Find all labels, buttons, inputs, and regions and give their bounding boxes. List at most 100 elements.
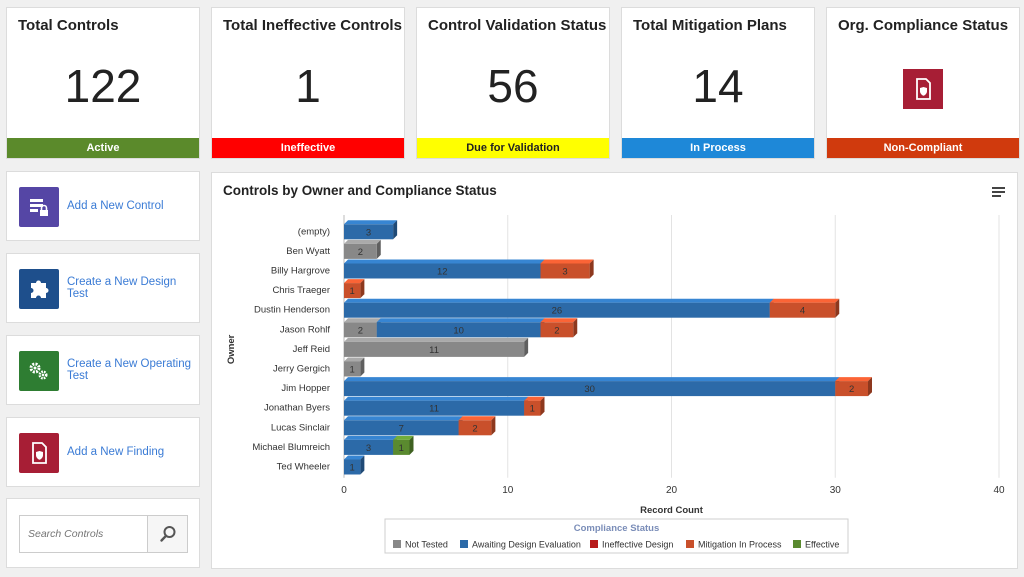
bar-front-face — [344, 420, 459, 436]
legend-item-ineffective-design: Ineffective Design — [590, 540, 673, 550]
action-label: Add a New Control — [67, 200, 164, 212]
bar-top-face — [344, 220, 398, 225]
kpi-title: Total Ineffective Controls — [223, 17, 402, 34]
bar-top-face — [344, 396, 529, 401]
bar-front-face — [344, 224, 394, 240]
data-label: 3 — [366, 443, 371, 454]
kpi-card-in-process[interactable]: Total Mitigation Plans 14 In Process — [621, 7, 815, 159]
y-tick-label: Ben Wyatt — [286, 246, 330, 257]
create-a-new-design-test-button[interactable]: Create a New Design Test — [6, 253, 200, 323]
shield-document-icon — [916, 78, 931, 100]
legend-item-not-tested: Not Tested — [393, 540, 448, 550]
bar-front-face — [344, 302, 770, 318]
bar-top-face — [835, 377, 872, 382]
search-card — [6, 498, 200, 568]
bar-top-face — [540, 318, 578, 323]
bar-side-face — [491, 416, 496, 436]
bar-top-face — [344, 259, 545, 264]
x-tick-label: 0 — [341, 485, 347, 496]
data-label: 12 — [437, 267, 448, 278]
bar-side-face — [573, 318, 578, 338]
bar-segment-mitigation-in-process: 2 — [540, 318, 578, 338]
y-axis-title: Owner — [226, 334, 237, 364]
data-label: 3 — [366, 227, 371, 238]
bar-front-face — [344, 263, 541, 279]
data-label: 7 — [399, 423, 404, 434]
action-label: Create a New Design Test — [67, 276, 177, 300]
bar-front-face — [376, 322, 541, 338]
bar-front-face — [344, 439, 394, 455]
bar-front-face — [458, 420, 492, 436]
y-tick-label: Chris Traeger — [272, 285, 330, 296]
legend-label: Awaiting Design Evaluation — [472, 540, 581, 550]
bar-front-face — [524, 400, 541, 416]
kpi-title: Total Mitigation Plans — [633, 17, 787, 34]
data-label: 1 — [350, 365, 355, 376]
search-button[interactable] — [147, 515, 188, 553]
kpi-value: 14 — [692, 60, 744, 112]
x-tick-label: 20 — [666, 485, 678, 496]
y-tick-label: Ted Wheeler — [277, 462, 330, 473]
bar-top-face — [344, 455, 365, 460]
y-tick-label: Dustin Henderson — [254, 305, 330, 316]
chart-title: Controls by Owner and Compliance Status — [223, 183, 497, 198]
kpi-status-badge: Active — [7, 138, 199, 158]
data-label: 2 — [358, 247, 363, 258]
data-label: 2 — [358, 325, 363, 336]
bar-side-face — [409, 435, 414, 455]
y-tick-label: (empty) — [298, 226, 330, 237]
data-label: 11 — [429, 345, 439, 356]
bar-top-face — [344, 318, 381, 323]
bar-top-face — [458, 416, 496, 421]
legend-swatch — [793, 540, 801, 548]
bar-segment-awaiting-design-evaluation: 12 — [344, 259, 545, 279]
kpi-card-active[interactable]: Total Controls 122 Active — [6, 7, 200, 159]
bar-segment-not-tested: 1 — [344, 357, 365, 377]
compliance-status-icon — [903, 69, 943, 109]
legend-swatch — [460, 540, 468, 548]
create-a-new-operating-test-button[interactable]: Create a New Operating Test — [6, 335, 200, 405]
kpi-value: 1 — [295, 60, 321, 112]
hamburger-menu-icon[interactable] — [991, 185, 1007, 199]
bar-segment-awaiting-design-evaluation: 11 — [344, 396, 529, 416]
add-a-new-control-button[interactable]: Add a New Control — [6, 171, 200, 241]
legend-item-mitigation-in-process: Mitigation In Process — [686, 540, 782, 550]
x-axis-title: Record Count — [640, 505, 704, 516]
data-label: 1 — [350, 463, 355, 474]
kpi-card-due-for-validation[interactable]: Control Validation Status 56 Due for Valid… — [416, 7, 610, 159]
search-input[interactable] — [19, 515, 147, 553]
bar-top-face — [344, 416, 463, 421]
legend-label: Ineffective Design — [602, 540, 673, 550]
bar-side-face — [540, 396, 545, 416]
kpi-card-non-compliant[interactable]: Org. Compliance Status Non-Compliant — [826, 7, 1020, 159]
legend-swatch — [686, 540, 694, 548]
y-tick-label: Michael Blumreich — [252, 442, 330, 453]
bar-segment-awaiting-design-evaluation: 7 — [344, 416, 463, 436]
legend-label: Mitigation In Process — [698, 540, 782, 550]
bar-top-face — [344, 298, 774, 303]
kpi-title: Control Validation Status — [428, 17, 607, 34]
kpi-card-ineffective[interactable]: Total Ineffective Controls 1 Ineffective — [211, 7, 405, 159]
kpi-status-badge: In Process — [622, 138, 814, 158]
data-label: 30 — [584, 384, 595, 395]
bar-front-face — [344, 341, 525, 357]
legend-swatch — [393, 540, 401, 548]
data-label: 1 — [350, 286, 355, 297]
legend-label: Not Tested — [405, 540, 448, 550]
x-tick-label: 30 — [830, 485, 842, 496]
add-a-new-finding-button[interactable]: Add a New Finding — [6, 417, 200, 487]
bar-segment-mitigation-in-process: 3 — [540, 259, 594, 279]
bar-top-face — [344, 435, 398, 440]
bar-front-face — [835, 381, 868, 397]
kpi-title: Total Controls — [18, 17, 119, 34]
bar-segment-awaiting-design-evaluation: 3 — [344, 220, 398, 240]
legend-item-awaiting-design-evaluation: Awaiting Design Evaluation — [460, 540, 581, 550]
x-tick-label: 10 — [502, 485, 514, 496]
data-label: 3 — [562, 267, 567, 278]
kpi-status-badge: Non-Compliant — [827, 138, 1019, 158]
kpi-value: 122 — [64, 60, 142, 112]
bar-side-face — [360, 455, 365, 475]
bar-top-face — [344, 357, 365, 362]
bar-front-face — [540, 263, 590, 279]
bar-segment-not-tested: 2 — [344, 239, 381, 259]
